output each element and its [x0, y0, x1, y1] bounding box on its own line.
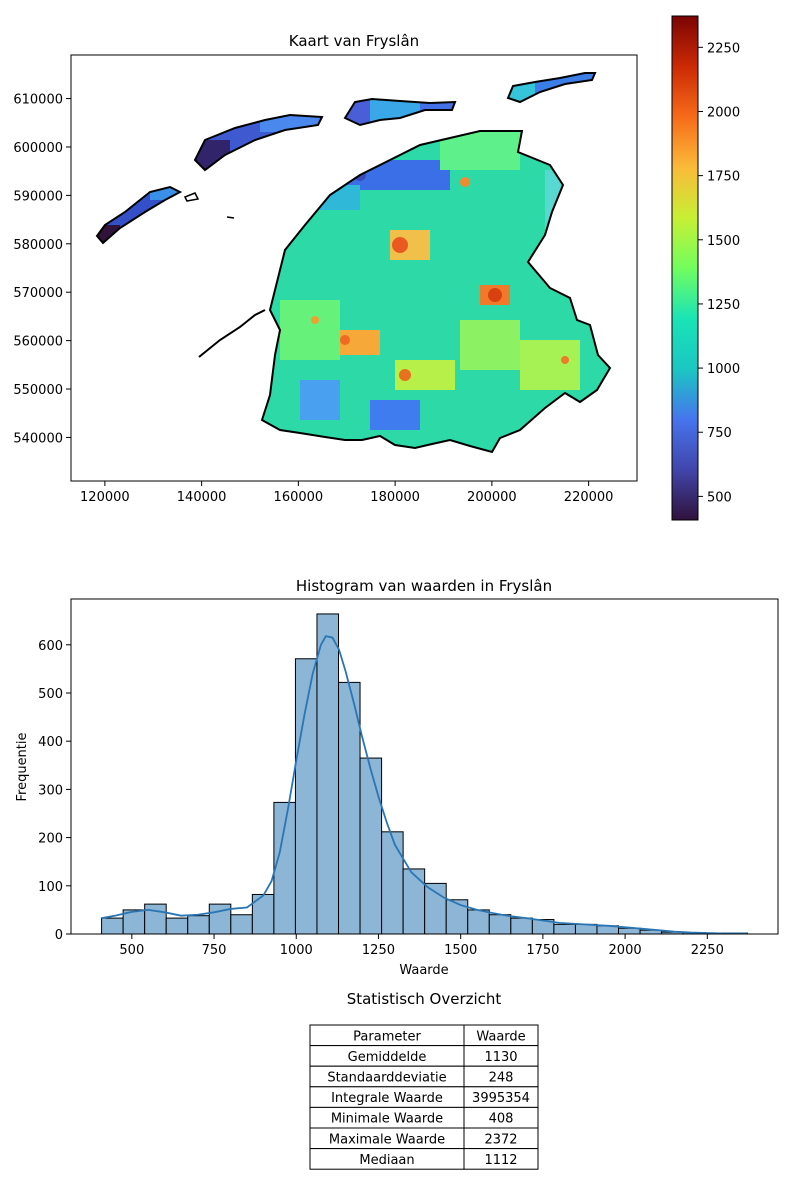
histogram-bar — [488, 914, 512, 935]
map-title: Kaart van Fryslân — [289, 32, 419, 50]
histogram-bar — [402, 868, 426, 935]
histogram-x-tick-label: 1250 — [362, 943, 395, 958]
histogram-x-tick-label: 2250 — [691, 943, 724, 958]
histogram-y-tick-label: 400 — [38, 735, 63, 750]
stats-parameter: Maximale Waarde — [329, 1132, 445, 1147]
histogram-bar — [338, 681, 361, 935]
map-x-tick-label: 160000 — [274, 490, 324, 505]
histogram-x-tick-label: 500 — [119, 943, 144, 958]
stats-value: 3995354 — [472, 1091, 530, 1106]
stats-value: 1130 — [484, 1050, 517, 1065]
stats-row: Integrale Waarde 3995354 — [309, 1086, 539, 1108]
histogram-bar — [359, 757, 383, 935]
histogram-y-tick-label: 200 — [38, 832, 63, 847]
histogram-bar — [165, 917, 189, 935]
histogram-bar — [208, 903, 232, 935]
stats-parameter: Mediaan — [359, 1153, 414, 1168]
colorbar-tick-label: 2250 — [707, 41, 740, 56]
stats-parameter: Standaarddeviatie — [327, 1071, 446, 1086]
histogram-y-tick-label: 100 — [38, 880, 63, 895]
map-y-tick-label: 610000 — [13, 93, 63, 108]
map-y-axis: 540000 550000 560000 570000 580000 590000 6000… — [13, 93, 71, 446]
map-x-tick-label: 180000 — [370, 490, 420, 505]
map-y-tick-label: 580000 — [13, 238, 63, 253]
stats-row: Maximale Waarde 2372 — [309, 1127, 539, 1150]
stats-value: 1112 — [484, 1153, 517, 1168]
map-y-tick-label: 550000 — [13, 383, 63, 398]
map-plot-area: 120000 140000 160000 180000 200000 220000 540… — [13, 54, 638, 505]
histogram-bar — [445, 899, 469, 935]
map-x-tick-label: 140000 — [177, 490, 227, 505]
colorbar-gradient — [671, 15, 699, 521]
histogram-y-label: Frequentie — [15, 732, 30, 801]
histogram-bar — [294, 658, 318, 935]
histogram-axes-frame — [70, 598, 779, 935]
histogram-bar — [230, 914, 253, 935]
stats-parameter: Minimale Waarde — [331, 1112, 443, 1127]
stats-parameter: Integrale Waarde — [331, 1091, 443, 1106]
histogram-bar — [424, 882, 447, 935]
histogram-bar — [187, 915, 210, 935]
stats-title: Statistisch Overzicht — [347, 990, 502, 1008]
stats-value: 248 — [489, 1071, 514, 1086]
stats-row: Mediaan 1112 — [309, 1148, 539, 1170]
map-x-tick-label: 200000 — [467, 490, 517, 505]
colorbar-tick-label: 1500 — [707, 234, 740, 249]
kde-curve — [101, 635, 748, 935]
histogram-x-tick-label: 1000 — [280, 943, 313, 958]
colorbar-tick-label: 1000 — [707, 362, 740, 377]
histogram-x-tick-label: 750 — [202, 943, 227, 958]
stats-row: Standaarddeviatie 248 — [309, 1065, 539, 1088]
histogram-x-axis: 500 750 1000 1250 1500 1750 2000 2250 — [119, 934, 724, 958]
stats-header-row: Parameter Waarde — [309, 1024, 539, 1047]
stats-row: Gemiddelde 1130 — [309, 1045, 539, 1067]
histogram-x-tick-label: 1500 — [444, 943, 477, 958]
histogram-x-label: Waarde — [399, 963, 448, 978]
map-x-tick-label: 220000 — [564, 490, 614, 505]
colorbar-tick-label: 1250 — [707, 298, 740, 313]
stats-cell-border — [463, 1148, 539, 1170]
histogram-bar — [553, 923, 576, 935]
stats-header-value: Waarde — [476, 1029, 525, 1044]
histogram-y-tick-label: 300 — [38, 783, 63, 798]
histogram-plot-area: 500 750 1000 1250 1500 1750 2000 2250 0 100 200 30… — [38, 598, 779, 958]
histogram-bar — [144, 903, 167, 935]
stats-header-parameter: Parameter — [353, 1029, 421, 1044]
map-x-axis: 120000 140000 160000 180000 200000 220000 — [80, 481, 613, 505]
map-y-tick-label: 540000 — [13, 431, 63, 446]
histogram-y-tick-label: 500 — [38, 687, 63, 702]
histogram-y-axis: 0 100 200 300 400 500 600 — [38, 639, 71, 943]
histogram-bar — [381, 831, 404, 935]
map-y-tick-label: 600000 — [13, 141, 63, 156]
stats-row: Minimale Waarde 408 — [309, 1106, 539, 1129]
histogram-bar — [316, 613, 340, 935]
stats-parameter: Gemiddelde — [348, 1050, 427, 1065]
histogram-y-tick-label: 600 — [38, 639, 63, 654]
histogram-y-tick-label: 0 — [55, 928, 63, 943]
map-y-tick-label: 590000 — [13, 189, 63, 204]
histogram-title: Histogram van waarden in Fryslân — [296, 577, 552, 595]
stats-value: 2372 — [484, 1132, 517, 1147]
histogram-x-tick-label: 2000 — [609, 943, 642, 958]
map-y-tick-label: 560000 — [13, 335, 63, 350]
colorbar-ticks: 500 750 1000 1250 1500 1750 2000 2250 — [698, 41, 740, 505]
map-outlines — [95, 72, 612, 454]
histogram-x-tick-label: 1750 — [526, 943, 559, 958]
colorbar-tick-label: 2000 — [707, 105, 740, 120]
stats-value: 408 — [489, 1112, 514, 1127]
histogram-bar — [101, 917, 124, 935]
colorbar: 500 750 1000 1250 1500 1750 2000 2250 — [671, 15, 740, 521]
histogram-bars — [101, 613, 748, 935]
map-y-tick-label: 570000 — [13, 286, 63, 301]
colorbar-tick-label: 750 — [707, 426, 732, 441]
map-x-tick-label: 120000 — [80, 490, 130, 505]
colorbar-tick-label: 1750 — [707, 170, 740, 185]
histogram-bar — [467, 909, 490, 935]
colorbar-tick-label: 500 — [707, 490, 732, 505]
histogram-bar — [510, 917, 533, 935]
